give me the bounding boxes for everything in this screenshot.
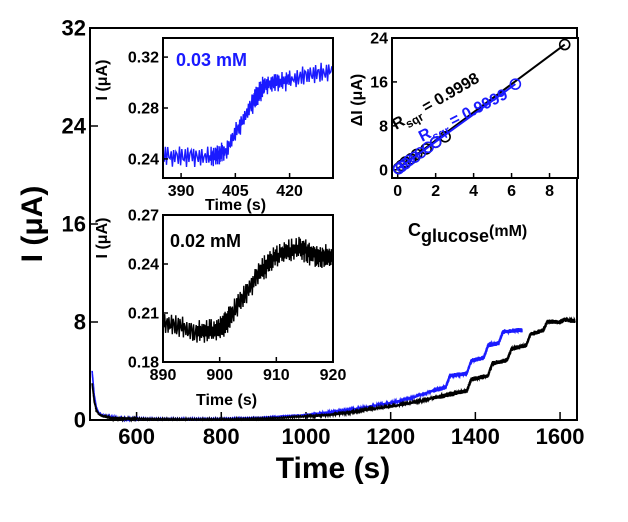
data-point-black [439, 131, 451, 143]
inset-lower-left: 890 900 910 920 0.18 0.21 0.24 0.27 Time (s) I (μ… [94, 208, 346, 409]
x-tick-label: 390 [168, 183, 195, 200]
x-tick-label: 8 [545, 183, 554, 200]
x-tick-label: 1000 [281, 424, 330, 449]
x-label-unit: (mM) [489, 223, 527, 240]
x-tick-label: 920 [320, 367, 347, 384]
series-line-black [91, 316, 576, 423]
x-axis-label: Time (s) [276, 452, 390, 485]
y-tick-label: 0 [379, 162, 388, 179]
y-tick-label: 8 [74, 310, 86, 335]
y-tick-label: 24 [370, 31, 388, 48]
calibration-y-axis-label: ΔI (μA) [349, 74, 366, 126]
x-tick-label: 1400 [451, 424, 500, 449]
inset-upper-left: 390 405 420 0.24 0.28 0.32 Time (s) I (μA) 0.03 … [94, 37, 334, 214]
x-label-subscript: glucose [421, 226, 489, 246]
inset-series-line [162, 236, 334, 343]
y-tick-label: 0.27 [128, 208, 159, 225]
y-tick-label: 16 [370, 75, 388, 92]
x-tick-label: 900 [206, 367, 233, 384]
x-tick-label: 405 [222, 183, 249, 200]
x-tick-label: 1600 [536, 424, 585, 449]
y-tick-label: 24 [62, 114, 87, 139]
x-tick-label: 1200 [366, 424, 415, 449]
data-point-blue [399, 157, 412, 170]
x-tick-label: 4 [469, 183, 478, 200]
data-point-blue [429, 136, 442, 149]
x-tick-label: 2 [431, 183, 440, 200]
plot-frame [162, 214, 334, 363]
x-tick-label: 910 [263, 367, 290, 384]
data-point-black [420, 143, 432, 155]
y-tick-label: 32 [62, 16, 86, 41]
y-axis-label: I (μA) [16, 186, 49, 263]
x-tick-label: 6 [507, 183, 516, 200]
data-point-blue [403, 154, 415, 167]
calibration-x-axis-label: Cglucose(mM) [408, 220, 527, 246]
inset-y-axis-label: I (μA) [94, 218, 111, 259]
y-tick-label: 0.21 [128, 306, 159, 323]
data-point-black [558, 38, 571, 51]
x-tick-label: 420 [276, 183, 303, 200]
data-point-blue [509, 78, 522, 90]
x-tick-label: 890 [150, 367, 177, 384]
inset-series-line [162, 62, 334, 168]
plot-frame [391, 37, 579, 179]
x-tick-label: 600 [118, 424, 155, 449]
y-tick-label: 8 [379, 118, 388, 135]
inset-background [392, 38, 578, 178]
y-tick-label: 0.18 [128, 355, 159, 372]
x-tick-label: 800 [203, 424, 240, 449]
y-tick-label: 16 [62, 212, 86, 237]
inset-x-axis-label: Time (s) [205, 197, 266, 214]
inset-x-axis-label: Time (s) [196, 392, 257, 409]
inset-y-axis-label: I (μA) [94, 60, 111, 101]
inset-annotation: 0.03 mM [176, 50, 247, 70]
y-tick-label: 0 [74, 408, 86, 433]
data-point-blue [414, 146, 427, 159]
inset-annotation: 0.02 mM [170, 231, 241, 251]
y-tick-label: 0.32 [128, 50, 159, 67]
y-tick-label: 0.24 [128, 152, 159, 169]
x-label-main: C [408, 220, 421, 240]
fit-line-blue [397, 83, 516, 171]
y-tick-label: 0.28 [128, 101, 159, 118]
y-tick-label: 0.24 [128, 257, 159, 274]
x-tick-label: 0 [393, 183, 402, 200]
